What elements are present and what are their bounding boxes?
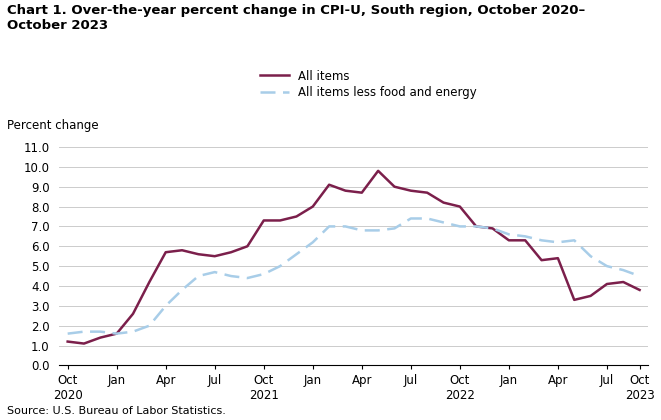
Legend: All items, All items less food and energy: All items, All items less food and energ… — [260, 70, 477, 100]
Text: Chart 1. Over-the-year percent change in CPI-U, South region, October 2020–
Octo: Chart 1. Over-the-year percent change in… — [7, 4, 585, 32]
Text: Source: U.S. Bureau of Labor Statistics.: Source: U.S. Bureau of Labor Statistics. — [7, 406, 225, 416]
Text: Percent change: Percent change — [7, 119, 98, 132]
